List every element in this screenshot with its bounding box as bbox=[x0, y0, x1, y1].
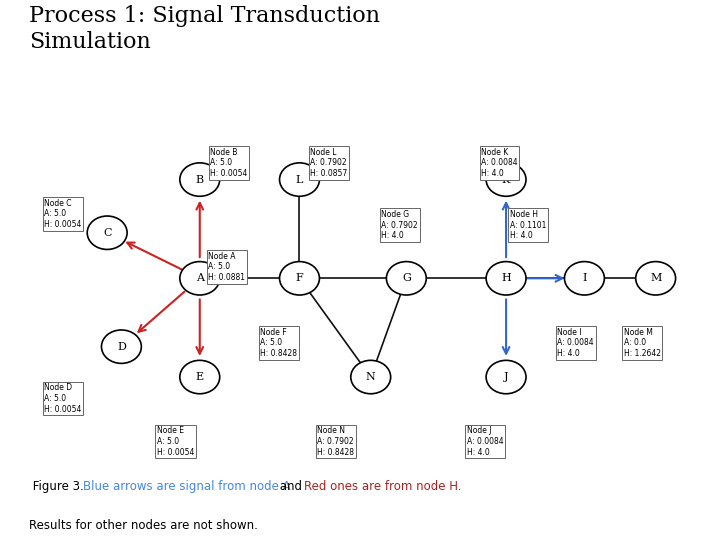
Text: A: A bbox=[196, 273, 204, 284]
Text: and: and bbox=[276, 480, 306, 493]
Ellipse shape bbox=[87, 216, 127, 249]
Ellipse shape bbox=[180, 163, 220, 196]
Ellipse shape bbox=[486, 163, 526, 196]
Ellipse shape bbox=[180, 360, 220, 394]
Text: Node D
A: 5.0
H: 0.0054: Node D A: 5.0 H: 0.0054 bbox=[45, 383, 82, 414]
Text: K: K bbox=[502, 174, 510, 185]
Text: Node H
A: 0.1101
H: 4.0: Node H A: 0.1101 H: 4.0 bbox=[510, 210, 546, 240]
Ellipse shape bbox=[564, 261, 604, 295]
Text: Node I
A: 0.0084
H: 4.0: Node I A: 0.0084 H: 4.0 bbox=[557, 328, 594, 358]
Ellipse shape bbox=[636, 261, 675, 295]
Text: M: M bbox=[650, 273, 662, 284]
Ellipse shape bbox=[486, 360, 526, 394]
Text: Node K
A: 0.0084
H: 4.0: Node K A: 0.0084 H: 4.0 bbox=[481, 147, 518, 178]
Text: Node E
A: 5.0
H: 0.0054: Node E A: 5.0 H: 0.0054 bbox=[157, 427, 194, 457]
Ellipse shape bbox=[387, 261, 426, 295]
Text: I: I bbox=[582, 273, 587, 284]
Ellipse shape bbox=[279, 261, 320, 295]
Text: H: H bbox=[501, 273, 511, 284]
Text: Node J
A: 0.0084
H: 4.0: Node J A: 0.0084 H: 4.0 bbox=[467, 427, 503, 457]
Text: Node C
A: 5.0
H: 0.0054: Node C A: 5.0 H: 0.0054 bbox=[45, 199, 82, 229]
Ellipse shape bbox=[279, 163, 320, 196]
Text: L: L bbox=[296, 174, 303, 185]
Text: B: B bbox=[196, 174, 204, 185]
Text: C: C bbox=[103, 228, 112, 238]
Text: Node F
A: 5.0
H: 0.8428: Node F A: 5.0 H: 0.8428 bbox=[261, 328, 297, 358]
Text: Results for other nodes are not shown.: Results for other nodes are not shown. bbox=[29, 519, 258, 532]
Ellipse shape bbox=[180, 261, 220, 295]
Text: J: J bbox=[504, 372, 508, 382]
Text: Node G
A: 0.7902
H: 4.0: Node G A: 0.7902 H: 4.0 bbox=[382, 210, 418, 240]
Text: F: F bbox=[296, 273, 303, 284]
Text: Blue arrows are signal from node A: Blue arrows are signal from node A bbox=[84, 480, 291, 493]
Ellipse shape bbox=[486, 261, 526, 295]
Text: D: D bbox=[117, 342, 126, 352]
Text: E: E bbox=[196, 372, 204, 382]
Text: Process 1: Signal Transduction
Simulation: Process 1: Signal Transduction Simulatio… bbox=[29, 5, 380, 53]
Ellipse shape bbox=[102, 330, 141, 363]
Text: N: N bbox=[366, 372, 376, 382]
Text: Node M
A: 0.0
H: 1.2642: Node M A: 0.0 H: 1.2642 bbox=[624, 328, 661, 358]
Text: G: G bbox=[402, 273, 411, 284]
Text: Node L
A: 0.7902
H: 0.0857: Node L A: 0.7902 H: 0.0857 bbox=[310, 147, 348, 178]
Ellipse shape bbox=[351, 360, 391, 394]
Text: Node N
A: 0.7902
H: 0.8428: Node N A: 0.7902 H: 0.8428 bbox=[318, 427, 354, 457]
Text: Node A
A: 5.0
H: 0.0881: Node A A: 5.0 H: 0.0881 bbox=[208, 252, 246, 282]
Text: Red ones are from node H.: Red ones are from node H. bbox=[304, 480, 462, 493]
Text: Node B
A: 5.0
H: 0.0054: Node B A: 5.0 H: 0.0054 bbox=[210, 147, 248, 178]
Text: Figure 3.: Figure 3. bbox=[29, 480, 87, 493]
